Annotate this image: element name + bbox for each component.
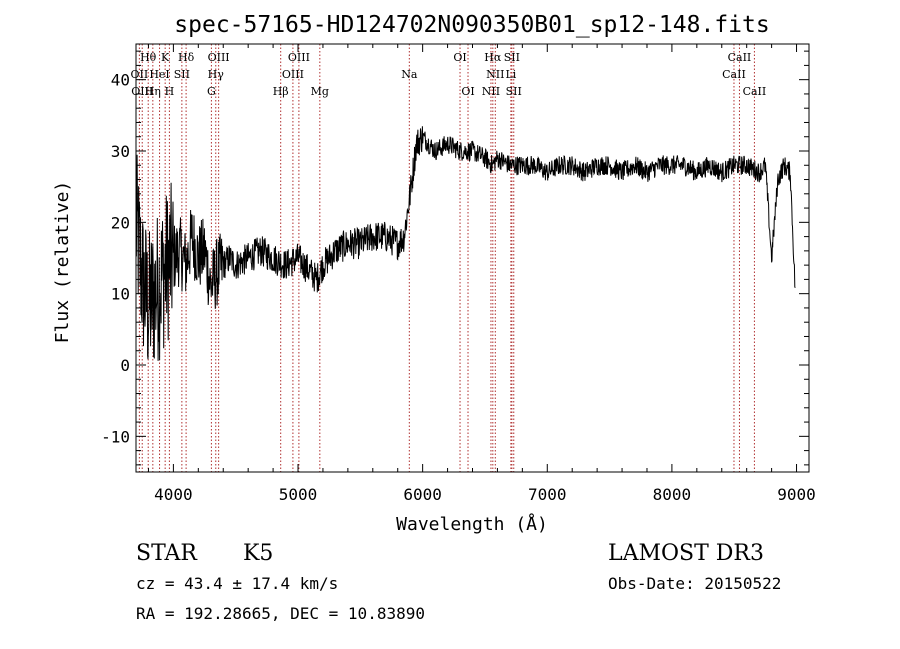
line-label-6: SII xyxy=(174,68,190,81)
ra-dec-coordinates: RA = 192.28665, DEC = 10.83890 xyxy=(136,604,425,623)
emission-line-labels: Hθ OII OIII K HeI Hη SII H Hδ OIII Hγ G OIII OIII Hβ Mg… xyxy=(131,51,767,98)
line-label-18: OI xyxy=(461,85,474,98)
x-axis-label: Wavelength (Å) xyxy=(396,513,548,535)
line-label-10: Hγ xyxy=(208,68,225,81)
x-tick-label-4: 8000 xyxy=(653,485,692,504)
y-tick-label-1: 0 xyxy=(120,356,130,375)
y-axis-ticks: -10 0 10 20 30 40 xyxy=(101,50,809,466)
x-tick-label-1: 5000 xyxy=(279,485,318,504)
line-label-15: Mg xyxy=(311,85,329,98)
y-tick-label-4: 30 xyxy=(111,142,130,161)
line-label-8: Hδ xyxy=(178,51,195,64)
line-label-21: NII xyxy=(486,68,504,81)
y-tick-label-0: -10 xyxy=(101,427,130,446)
y-tick-label-3: 20 xyxy=(111,213,130,232)
x-axis-ticks: 4000 5000 6000 7000 8000 9000 xyxy=(147,44,816,504)
x-tick-label-2: 6000 xyxy=(403,485,442,504)
spectrum-line xyxy=(135,126,796,361)
line-label-11: G xyxy=(207,85,216,98)
line-label-7: H xyxy=(165,85,175,98)
chart-title: spec-57165-HD124702N090350B01_sp12-148.f… xyxy=(174,12,769,38)
line-label-16: Na xyxy=(401,68,418,81)
x-tick-label-3: 7000 xyxy=(528,485,567,504)
line-label-4: HeI xyxy=(149,68,169,81)
y-axis-label: Flux (relative) xyxy=(52,181,73,344)
line-label-19: Hα xyxy=(484,51,502,64)
redshift-cz: cz = 43.4 ± 17.4 km/s xyxy=(136,574,338,593)
object-class: STAR xyxy=(136,541,198,566)
line-label-22: Li xyxy=(505,68,516,81)
line-label-2: OIII xyxy=(131,85,153,98)
line-label-9: OIII xyxy=(208,51,230,64)
line-label-3: K xyxy=(161,51,170,64)
line-label-14: Hβ xyxy=(273,85,289,98)
line-label-1: OII xyxy=(131,68,149,81)
line-label-13: OIII xyxy=(282,68,304,81)
line-label-25: CaII xyxy=(728,51,752,64)
line-label-20: SII xyxy=(504,51,520,64)
y-tick-label-5: 40 xyxy=(111,71,130,90)
line-label-0: Hθ xyxy=(140,51,157,64)
observation-date: Obs-Date: 20150522 xyxy=(608,574,781,593)
y-tick-label-2: 10 xyxy=(111,285,130,304)
line-label-12: OIII xyxy=(288,51,310,64)
object-subclass: K5 xyxy=(243,541,273,566)
x-tick-label-5: 9000 xyxy=(777,485,816,504)
line-label-24: SII xyxy=(506,85,522,98)
line-label-23: NII xyxy=(482,85,500,98)
line-label-17: OI xyxy=(453,51,466,64)
line-label-26: CaII xyxy=(722,68,746,81)
line-label-5: Hη xyxy=(145,85,161,98)
x-tick-label-0: 4000 xyxy=(154,485,193,504)
line-label-27: CaII xyxy=(743,85,767,98)
survey-name: LAMOST DR3 xyxy=(608,541,764,566)
